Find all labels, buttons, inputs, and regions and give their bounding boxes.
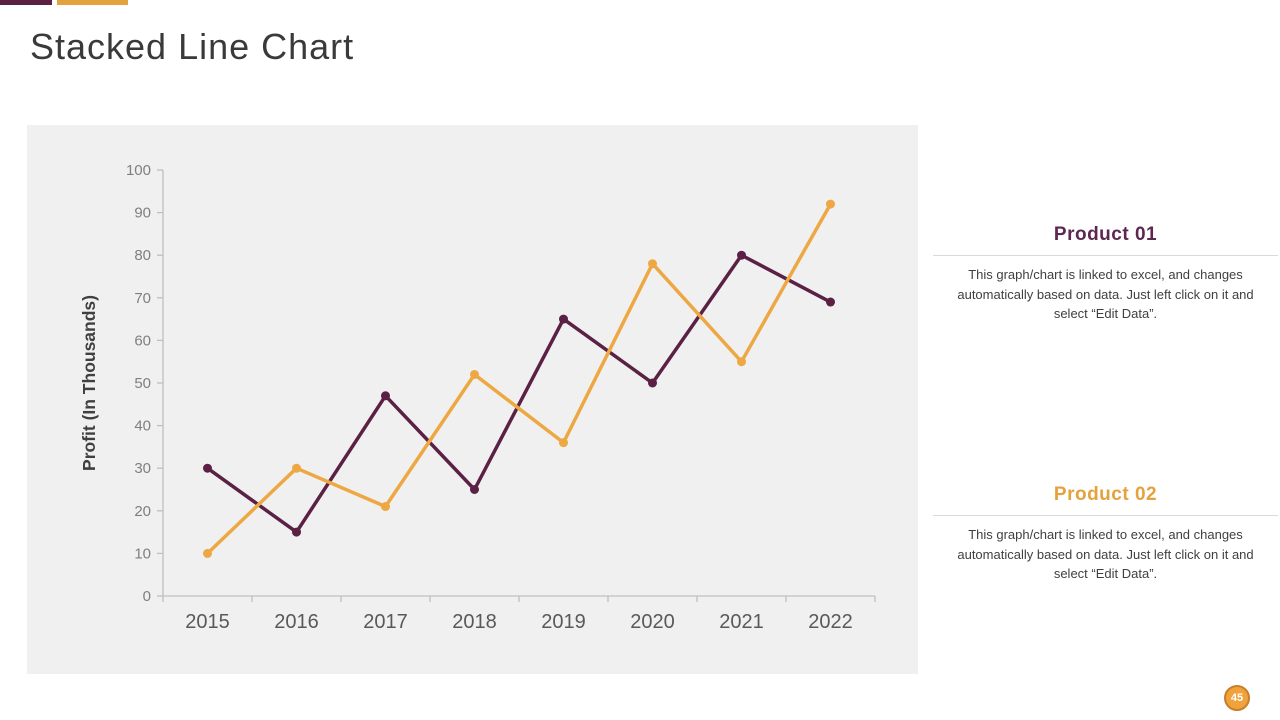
- y-tick-label: 70: [134, 290, 151, 307]
- data-point[interactable]: [737, 357, 746, 367]
- data-point[interactable]: [470, 369, 479, 379]
- x-tick-label: 2021: [719, 611, 764, 633]
- product-01-block: Product 01 This graph/chart is linked to…: [933, 224, 1278, 324]
- data-point[interactable]: [559, 314, 568, 324]
- x-tick-label: 2018: [452, 611, 497, 633]
- series-product-01[interactable]: [203, 250, 835, 537]
- x-tick-label: 2020: [630, 611, 675, 633]
- page-title: Stacked Line Chart: [30, 26, 355, 67]
- series-product-02-line[interactable]: [205, 202, 833, 556]
- page-number-badge: 45: [1224, 685, 1250, 711]
- product-02-description: This graph/chart is linked to excel, and…: [957, 527, 1254, 581]
- divider: [933, 515, 1278, 516]
- x-tick-label: 2019: [541, 611, 586, 633]
- series-product-01-line[interactable]: [205, 253, 833, 534]
- x-tick-label: 2015: [185, 611, 230, 633]
- x-axis-ticks: 2015 2016 2017 2018 2019 2020 2021 2022: [162, 596, 876, 633]
- data-point[interactable]: [203, 548, 212, 558]
- y-tick-label: 40: [134, 418, 151, 435]
- data-point[interactable]: [648, 378, 657, 388]
- data-point[interactable]: [648, 259, 657, 269]
- data-point[interactable]: [381, 502, 390, 512]
- axes: [162, 170, 875, 597]
- y-tick-label: 10: [134, 545, 151, 562]
- x-tick-label: 2017: [363, 611, 408, 633]
- chart-panel[interactable]: 0 10 20 30 40 50 60 70 80 90 100 2015 2016 2017 2018 20…: [27, 125, 918, 674]
- y-tick-label: 20: [134, 503, 151, 520]
- x-tick-label: 2016: [274, 611, 319, 633]
- data-point[interactable]: [737, 250, 746, 260]
- y-tick-label: 100: [126, 162, 151, 179]
- y-axis-ticks: 0 10 20 30 40 50 60 70 80 90 100: [126, 162, 163, 605]
- data-point[interactable]: [203, 463, 212, 473]
- accent-bar-purple: [0, 0, 52, 5]
- product-02-block: Product 02 This graph/chart is linked to…: [933, 484, 1278, 584]
- y-tick-label: 30: [134, 460, 151, 477]
- data-point[interactable]: [559, 438, 568, 448]
- accent-bar-orange: [57, 0, 128, 5]
- product-01-heading: Product 01: [1053, 224, 1158, 245]
- y-tick-label: 60: [134, 332, 151, 349]
- divider: [933, 255, 1278, 256]
- product-02-heading: Product 02: [1053, 484, 1158, 505]
- product-01-description: This graph/chart is linked to excel, and…: [957, 267, 1254, 321]
- y-tick-label: 50: [134, 375, 151, 392]
- y-tick-label: 0: [143, 588, 151, 605]
- data-point[interactable]: [381, 391, 390, 401]
- data-point[interactable]: [292, 463, 301, 473]
- x-tick-label: 2022: [808, 611, 853, 633]
- data-point[interactable]: [826, 199, 835, 209]
- y-tick-label: 80: [134, 247, 151, 264]
- y-tick-label: 90: [134, 205, 151, 222]
- data-point[interactable]: [826, 297, 835, 307]
- y-axis-title: Profit (In Thousands): [79, 295, 99, 471]
- series-product-02[interactable]: [203, 199, 835, 558]
- data-point[interactable]: [292, 527, 301, 537]
- data-point[interactable]: [470, 485, 479, 494]
